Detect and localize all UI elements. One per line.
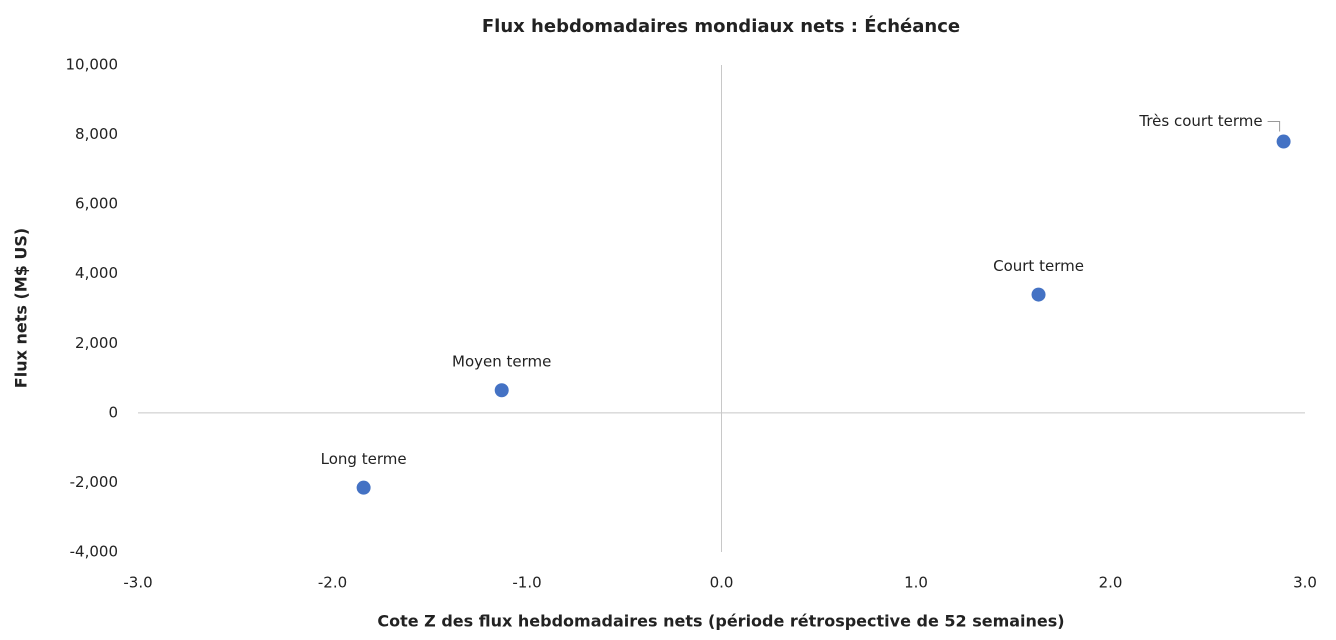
chart-title: Flux hebdomadaires mondiaux nets : Échéa… (482, 15, 960, 37)
x-axis-title: Cote Z des flux hebdomadaires nets (péri… (377, 612, 1064, 631)
point (1031, 287, 1046, 302)
point-label: Très court terme (1138, 112, 1262, 130)
y-tick-label: 0 (108, 403, 118, 421)
y-tick-label: -4,000 (70, 543, 118, 561)
x-tick-label: 1.0 (904, 574, 928, 592)
x-tick-label: 3.0 (1293, 574, 1317, 592)
y-tick-label: 4,000 (75, 264, 118, 282)
x-tick-label: 2.0 (1099, 574, 1123, 592)
y-axis-title: Flux nets (M$ US) (12, 228, 31, 388)
y-tick-label: -2,000 (70, 473, 118, 491)
y-tick-label: 6,000 (75, 195, 118, 213)
leader-line (1267, 121, 1281, 132)
point-label: Court terme (993, 257, 1084, 275)
x-tick-label: -2.0 (318, 574, 347, 592)
point (1276, 134, 1291, 149)
point-label: Long terme (321, 450, 407, 468)
y-tick-label: 2,000 (75, 334, 118, 352)
x-tick-label: -1.0 (512, 574, 541, 592)
x-tick-label: 0.0 (710, 574, 734, 592)
y-tick-label: 10,000 (66, 56, 119, 74)
point (494, 383, 509, 398)
point (356, 480, 371, 495)
y-tick-label: 8,000 (75, 125, 118, 143)
x-tick-label: -3.0 (123, 574, 152, 592)
point-label: Moyen terme (452, 353, 551, 371)
